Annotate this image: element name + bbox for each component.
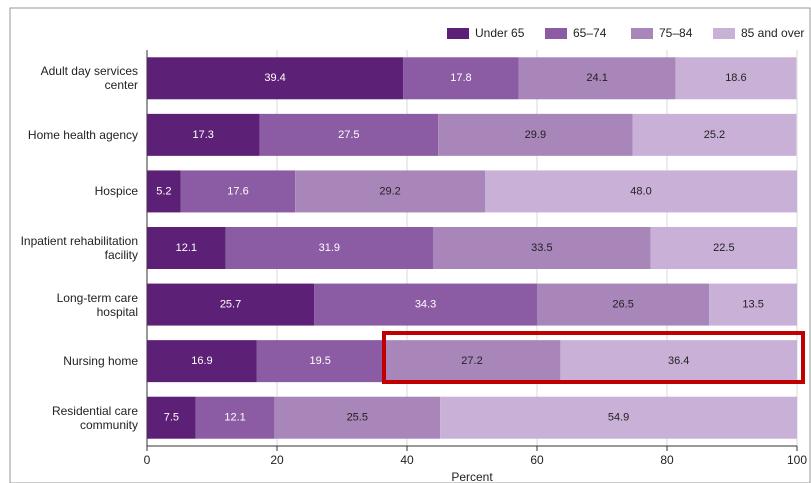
value-label: 27.5 [338,129,359,141]
bar-segment [256,340,384,383]
x-tick-label: 60 [530,453,544,467]
value-label: 39.4 [264,72,285,84]
value-label: 24.1 [586,72,607,84]
value-label: 17.6 [227,185,248,197]
highlight-box [382,331,805,384]
bar-segment [274,396,441,439]
value-label: 27.2 [461,355,482,367]
legend-swatch [545,28,567,39]
y-tick-label: Hospice [94,184,138,199]
legend-swatch [631,28,653,39]
value-label: 29.2 [379,185,400,197]
bar-segment [147,57,404,100]
x-axis-label: Percent [451,470,493,483]
bar-segment [195,396,275,439]
bar-segment [225,227,433,269]
value-label: 12.1 [176,242,197,254]
y-tick-label: Nursing home [63,354,138,369]
legend-swatch [447,28,469,39]
legend-swatch [713,28,735,39]
legend-label: 65–74 [573,26,607,40]
frame [9,7,811,483]
bar-segment [295,170,485,213]
value-label: 36.4 [668,355,689,367]
value-label: 22.5 [713,242,734,254]
bar-segment [560,340,797,383]
x-tick-label: 40 [400,453,414,467]
value-label: 16.9 [191,355,212,367]
value-label: 7.5 [164,412,179,424]
bar-segment [403,57,519,100]
bar-segment [433,227,651,269]
value-label: 25.7 [220,298,241,310]
x-tick-label: 80 [660,453,674,467]
bar-segment [440,396,797,439]
bar-segment [314,283,537,326]
x-tick-label: 100 [787,453,807,467]
bar-segment [147,227,226,269]
value-label: 17.8 [450,72,471,84]
bar-segment [259,113,439,156]
bar-segment [147,170,181,213]
value-label: 31.9 [319,242,340,254]
bar-segment [709,283,797,326]
value-label: 5.2 [156,185,171,197]
legend-label: 75–84 [659,26,693,40]
bar-segment [147,340,257,383]
legend-label: 85 and over [741,26,804,40]
y-tick-label: Home health agency [27,127,138,142]
value-label: 26.5 [612,298,633,310]
value-label: 25.5 [347,412,368,424]
value-label: 12.1 [224,412,245,424]
value-label: 48.0 [630,185,651,197]
value-label: 34.3 [415,298,436,310]
value-label: 13.5 [742,298,763,310]
bar-segment [147,396,196,439]
bar-segment [675,57,797,100]
bar-segment [650,227,797,269]
bar-segment [632,113,797,156]
bar-segment [383,340,561,383]
bar-segment [180,170,296,213]
value-label: 33.5 [531,242,552,254]
value-label: 54.9 [608,412,629,424]
value-label: 17.3 [193,129,214,141]
bar-segment [438,113,633,156]
y-tick-label: Long-term care hospital [56,290,138,319]
value-label: 29.9 [525,129,546,141]
bar-segment [147,113,260,156]
x-tick-label: 0 [144,453,151,467]
y-tick-label: Adult day services center [40,64,138,93]
value-label: 18.6 [725,72,746,84]
bar-segment [147,283,315,326]
legend-label: Under 65 [475,26,525,40]
value-label: 25.2 [704,129,725,141]
y-tick-label: Inpatient rehabilitation facility [20,234,138,262]
bar-segment [518,57,676,100]
bar-segment [537,283,710,326]
x-tick-label: 20 [270,453,284,467]
value-label: 19.5 [310,355,331,367]
bar-segment [485,170,797,213]
y-tick-label: Residential care community [51,403,138,432]
